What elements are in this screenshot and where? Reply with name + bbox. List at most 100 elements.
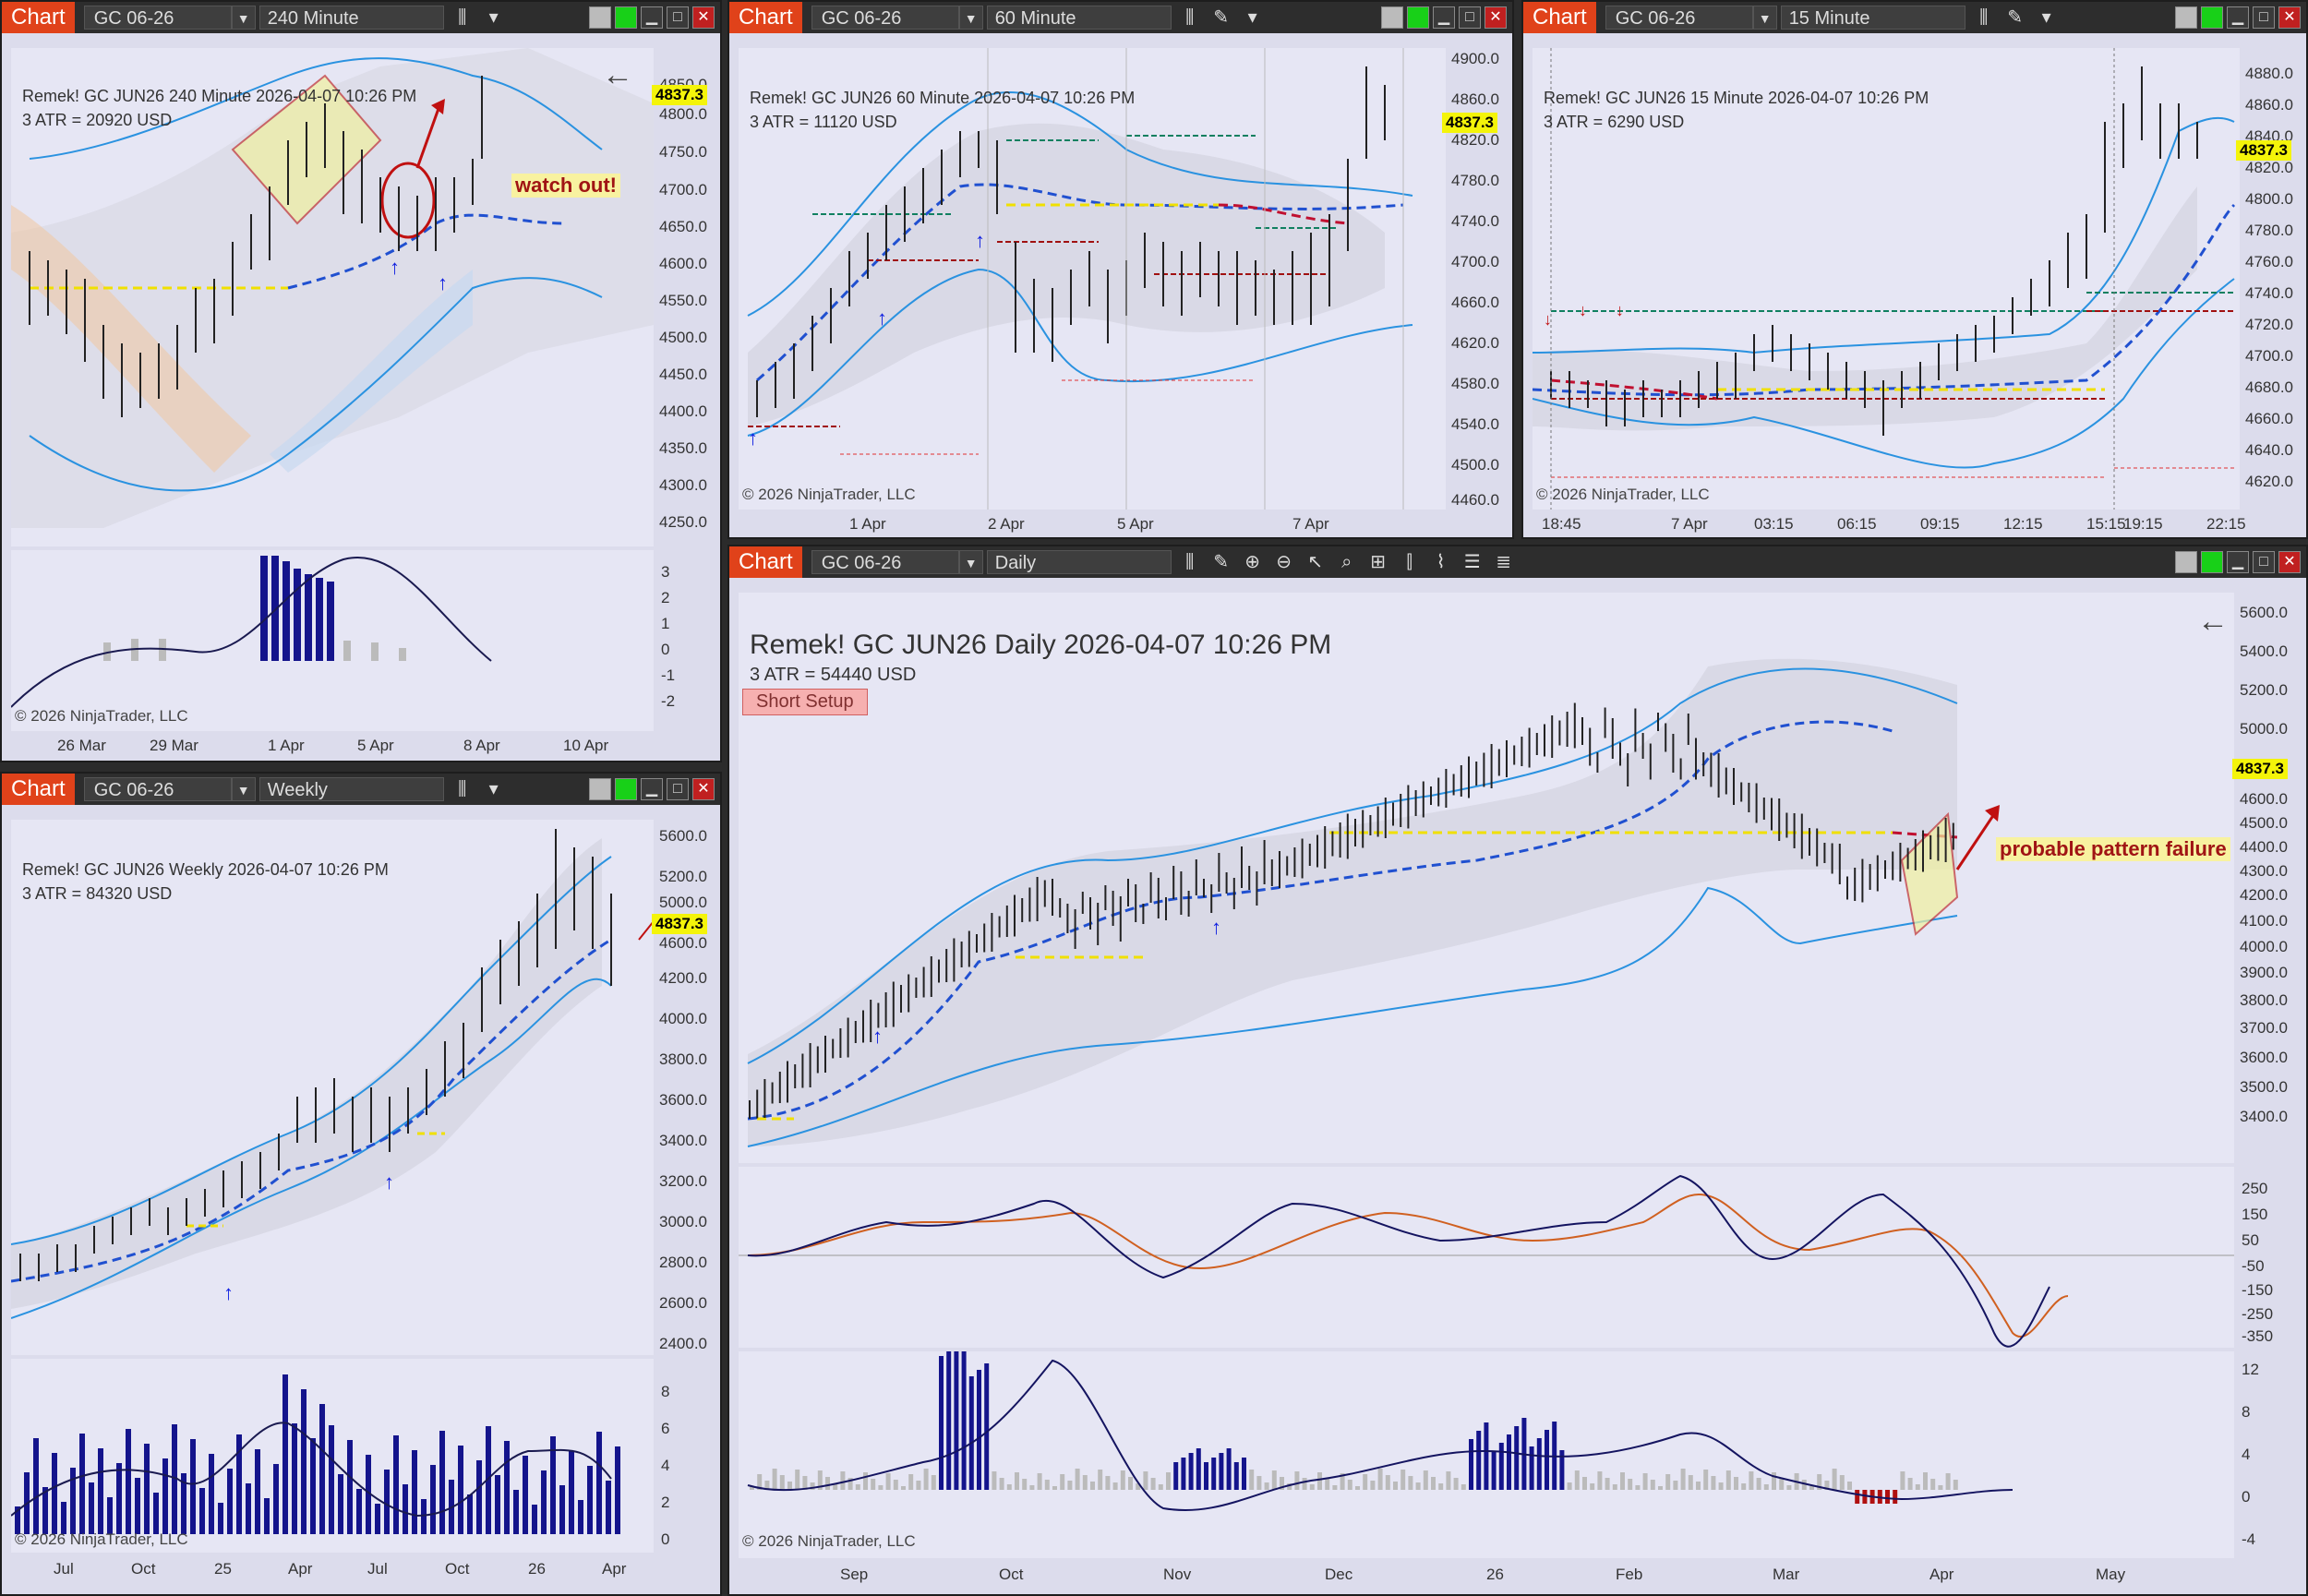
minimize-button[interactable]: ▁ — [1433, 6, 1455, 29]
link-green-button[interactable] — [615, 6, 637, 29]
link-green-button[interactable] — [1407, 6, 1429, 29]
short-setup-button[interactable]: Short Setup — [742, 689, 868, 715]
volume-bar — [1340, 1473, 1345, 1490]
price-panel[interactable]: ↑ ↑ Remek! GC JUN26 Daily 2026-04-07 10:… — [739, 593, 2234, 1163]
volume-bar — [1725, 1470, 1731, 1490]
chevron-down-icon[interactable]: ▼ — [231, 777, 256, 801]
atr-label: 3 ATR = 20920 USD — [22, 111, 173, 129]
price-axis[interactable]: 5600.0 5200.0 5000.0 4600.0 4200.0 4000.… — [659, 827, 707, 1352]
dropdown-icon[interactable]: ▾ — [488, 779, 499, 799]
chevron-down-icon[interactable]: ▼ — [958, 550, 983, 574]
time-axis[interactable]: 18:45 7 Apr 03:15 06:15 09:15 12:15 15:1… — [1542, 515, 2246, 533]
maximize-button[interactable]: □ — [2253, 6, 2275, 29]
back-arrow-icon[interactable]: ← — [602, 57, 633, 92]
minimize-button[interactable]: ▁ — [641, 778, 663, 800]
time-axis[interactable]: Jul Oct 25 Apr Jul Oct 26 Apr — [54, 1560, 627, 1578]
maximize-button[interactable]: □ — [1459, 6, 1481, 29]
interval-selector[interactable]: Daily — [986, 550, 1172, 574]
interval-selector[interactable]: 60 Minute — [986, 6, 1172, 30]
chart-tab[interactable]: Chart — [2, 774, 75, 805]
pointer-icon[interactable]: ↖ — [1307, 552, 1324, 572]
price-panel[interactable]: ↓ ↓ ↓ Remek! GC JUN26 15 Minute 2026-04-07… — [1533, 48, 2240, 510]
time-axis[interactable]: 1 Apr 2 Apr 5 Apr 7 Apr — [849, 515, 1329, 533]
properties-icon[interactable]: ☰ — [1463, 552, 1481, 572]
price-panel[interactable]: ↑ ↑ Remek! GC JUN26 240 Minute 2026-04-0… — [11, 48, 654, 546]
drawing-tool-icon[interactable]: ✎ — [1213, 7, 1230, 28]
close-button[interactable]: ✕ — [1485, 6, 1507, 29]
link-grey-button[interactable] — [1381, 6, 1403, 29]
dropdown-icon[interactable]: ▾ — [1247, 7, 1257, 28]
instrument-selector[interactable]: GC 06-26 — [1605, 6, 1753, 30]
link-grey-button[interactable] — [2175, 6, 2197, 29]
oscillator-axis[interactable]: 250 150 50 -50 -150 -250 -350 — [2242, 1180, 2274, 1345]
bar-type-icon[interactable]: ⫼ — [458, 7, 467, 28]
instrument-selector[interactable]: GC 06-26 — [83, 777, 232, 801]
dropdown-icon[interactable]: ▾ — [2041, 7, 2051, 28]
zoom-out-icon[interactable]: ⊖ — [1276, 552, 1292, 572]
link-green-button[interactable] — [2201, 6, 2223, 29]
interval-selector[interactable]: 240 Minute — [258, 6, 444, 30]
dropdown-icon[interactable]: ▾ — [488, 7, 499, 28]
templates-icon[interactable]: ≣ — [1496, 552, 1512, 572]
close-button[interactable]: ✕ — [2278, 6, 2301, 29]
indicator-panel[interactable]: © 2026 NinjaTrader, LLC — [11, 1359, 654, 1553]
oscillator-panel[interactable] — [739, 1167, 2234, 1348]
chart-tab[interactable]: Chart — [1523, 2, 1596, 33]
bar-type-icon[interactable]: ⫼ — [458, 779, 467, 799]
indicator-panel[interactable]: © 2026 NinjaTrader, LLC — [739, 1351, 2234, 1558]
price-axis[interactable]: 4850.0 4800.0 4750.0 4700.0 4650.0 4600.… — [659, 76, 707, 531]
chart-trader-icon[interactable]: ⊞ — [1370, 552, 1387, 572]
chart-tab[interactable]: Chart — [2, 2, 75, 33]
close-button[interactable]: ✕ — [692, 6, 715, 29]
interval-selector[interactable]: Weekly — [258, 777, 444, 801]
data-box-icon[interactable]: ⌕ — [1341, 552, 1352, 572]
zoom-in-icon[interactable]: ⊕ — [1244, 552, 1261, 572]
indicator-axis[interactable]: 12 8 4 0 -4 — [2242, 1361, 2259, 1548]
close-button[interactable]: ✕ — [2278, 551, 2301, 573]
interval-selector[interactable]: 15 Minute — [1780, 6, 1965, 30]
bar-type-icon[interactable]: ⫼ — [1185, 7, 1195, 28]
strategies-icon[interactable]: ⌇ — [1436, 552, 1446, 572]
drawing-tool-icon[interactable]: ✎ — [2007, 7, 2024, 28]
bar-type-icon[interactable]: ⫼ — [1979, 7, 1989, 28]
time-axis[interactable]: Sep Oct Nov Dec 26 Feb Mar Apr May — [840, 1566, 2126, 1583]
bar-type-icon[interactable]: ⫼ — [1185, 552, 1195, 572]
link-grey-button[interactable] — [2175, 551, 2197, 573]
volume-bar — [1620, 1472, 1625, 1490]
minimize-button[interactable]: ▁ — [2227, 6, 2249, 29]
chevron-down-icon[interactable]: ▼ — [958, 6, 983, 30]
price-panel[interactable]: ↑ ↑ ↑ Remek! GC JUN26 60 Minute 2026-04-… — [739, 48, 1446, 510]
link-green-button[interactable] — [2201, 551, 2223, 573]
instrument-selector[interactable]: GC 06-26 — [811, 6, 959, 30]
chart-tab[interactable]: Chart — [729, 546, 802, 578]
indicator-axis[interactable]: 3 2 1 0 -1 -2 — [661, 563, 676, 710]
back-arrow-icon[interactable]: ← — [2197, 604, 2229, 639]
maximize-button[interactable]: □ — [667, 778, 689, 800]
drawing-tool-icon[interactable]: ✎ — [1213, 552, 1230, 572]
minimize-button[interactable]: ▁ — [641, 6, 663, 29]
link-green-button[interactable] — [615, 778, 637, 800]
volume-bar — [1650, 1480, 1655, 1490]
chevron-down-icon[interactable]: ▼ — [1752, 6, 1777, 30]
price-axis[interactable]: 5600.0 5400.0 5200.0 5000.0 4600.0 4500.… — [2240, 604, 2288, 1125]
volume-bar — [513, 1490, 519, 1534]
instrument-selector[interactable]: GC 06-26 — [811, 550, 959, 574]
link-grey-button[interactable] — [589, 6, 611, 29]
link-grey-button[interactable] — [589, 778, 611, 800]
price-axis[interactable]: 4880.0 4860.0 4840.0 4820.0 4800.0 4780.… — [2245, 65, 2293, 490]
minimize-button[interactable]: ▁ — [2227, 551, 2249, 573]
chart-tab[interactable]: Chart — [729, 2, 802, 33]
maximize-button[interactable]: □ — [2253, 551, 2275, 573]
price-axis[interactable]: 4900.0 4860.0 4820.0 4780.0 4740.0 4700.… — [1451, 50, 1499, 509]
volume-bar — [209, 1454, 214, 1534]
volume-bar — [1415, 1482, 1421, 1490]
indicator-axis[interactable]: 8 6 4 2 0 — [661, 1383, 670, 1548]
close-button[interactable]: ✕ — [692, 778, 715, 800]
instrument-selector[interactable]: GC 06-26 — [83, 6, 232, 30]
indicator-panel[interactable]: © 2026 NinjaTrader, LLC — [11, 550, 654, 731]
chevron-down-icon[interactable]: ▼ — [231, 6, 256, 30]
time-axis[interactable]: 26 Mar 29 Mar 1 Apr 5 Apr 8 Apr 10 Apr — [57, 737, 609, 754]
maximize-button[interactable]: □ — [667, 6, 689, 29]
price-panel[interactable]: ↑ ↑ Remek! GC JUN26 Weekly 2026-04-07 10… — [11, 820, 654, 1355]
indicators-icon[interactable]: ⫿ — [1406, 552, 1412, 572]
